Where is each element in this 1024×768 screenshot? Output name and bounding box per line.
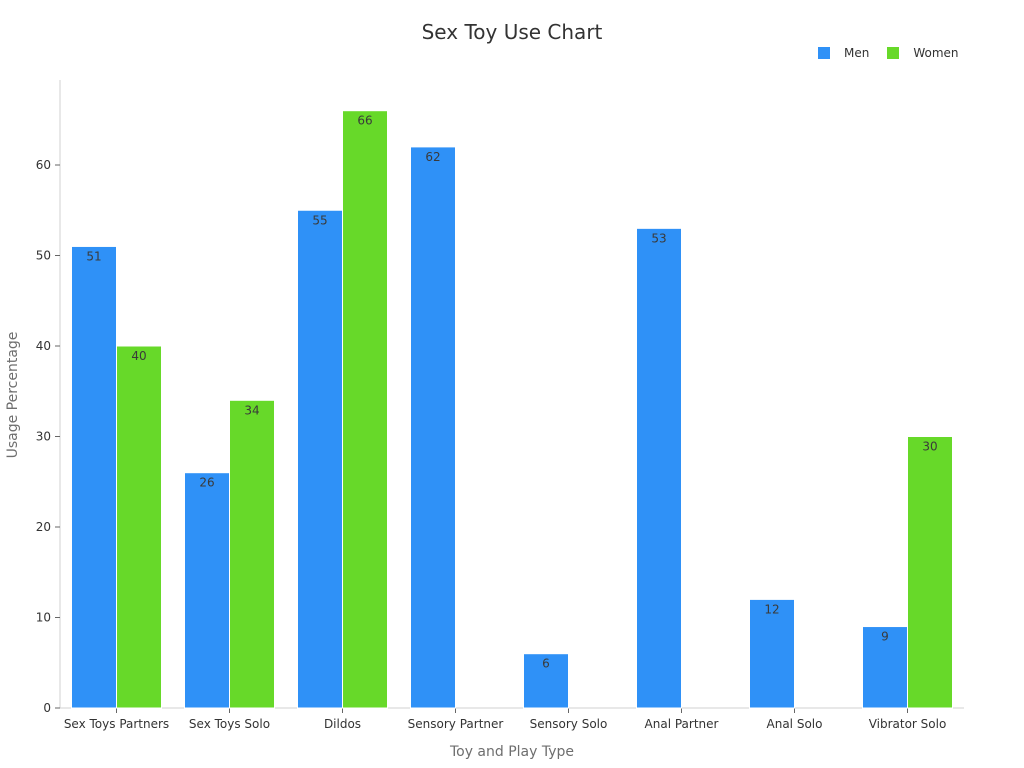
bar-women[interactable] xyxy=(229,399,275,709)
bar-value-label: 62 xyxy=(425,150,440,164)
x-tick-label: Sensory Partner xyxy=(408,717,504,731)
bar-men[interactable] xyxy=(184,472,230,709)
bar-value-label: 51 xyxy=(86,249,101,263)
bar-value-label: 53 xyxy=(651,231,666,245)
bar-women[interactable] xyxy=(342,110,388,709)
bar-value-label: 9 xyxy=(881,630,889,644)
y-tick-label: 60 xyxy=(36,158,51,172)
x-tick-label: Sex Toys Solo xyxy=(189,717,270,731)
bar-value-label: 40 xyxy=(131,349,146,363)
bar-men[interactable] xyxy=(523,653,569,709)
legend-swatch-men xyxy=(818,47,830,59)
bar-men[interactable] xyxy=(636,227,682,709)
y-axis-title: Usage Percentage xyxy=(5,332,21,459)
legend-item-men[interactable]: Men xyxy=(818,46,869,60)
y-tick-label: 40 xyxy=(36,339,51,353)
bar-men[interactable] xyxy=(749,598,795,709)
x-axis-title: Toy and Play Type xyxy=(449,744,574,760)
bar-women[interactable] xyxy=(907,436,953,709)
bars: 51 40 26 34 55 66 62 6 53 12 9 30 xyxy=(71,110,953,709)
y-tick-label: 0 xyxy=(43,701,51,715)
axes: 0 10 20 30 40 50 60 Sex Toys Partners Sex Toys S… xyxy=(36,80,964,731)
bar-value-label: 26 xyxy=(199,476,214,490)
legend-item-women[interactable]: Women xyxy=(887,46,959,60)
bar-men[interactable] xyxy=(71,245,117,709)
bar-women[interactable] xyxy=(116,345,162,709)
x-tick-label: Vibrator Solo xyxy=(869,717,947,731)
bar-value-label: 12 xyxy=(764,602,779,616)
y-tick-label: 20 xyxy=(36,520,51,534)
x-tick-label: Sensory Solo xyxy=(530,717,608,731)
x-tick-label: Anal Partner xyxy=(645,717,719,731)
y-tick-label: 10 xyxy=(36,611,51,625)
bar-men[interactable] xyxy=(410,146,456,709)
bar-value-label: 34 xyxy=(244,403,259,417)
bar-value-label: 6 xyxy=(542,657,550,671)
y-tick-label: 30 xyxy=(36,430,51,444)
x-tick-label: Anal Solo xyxy=(767,717,823,731)
bar-value-label: 55 xyxy=(312,213,327,227)
legend: Men Women xyxy=(818,46,977,60)
x-tick-label: Sex Toys Partners xyxy=(64,717,169,731)
bar-men[interactable] xyxy=(297,209,343,709)
bar-value-label: 30 xyxy=(922,440,937,454)
x-tick-label: Dildos xyxy=(324,717,361,731)
legend-swatch-women xyxy=(887,47,900,59)
legend-label-women: Women xyxy=(913,46,959,60)
y-tick-label: 50 xyxy=(36,249,51,263)
legend-label-men: Men xyxy=(844,46,870,60)
chart-title: Sex Toy Use Chart xyxy=(421,20,603,44)
bar-value-label: 66 xyxy=(357,114,372,128)
